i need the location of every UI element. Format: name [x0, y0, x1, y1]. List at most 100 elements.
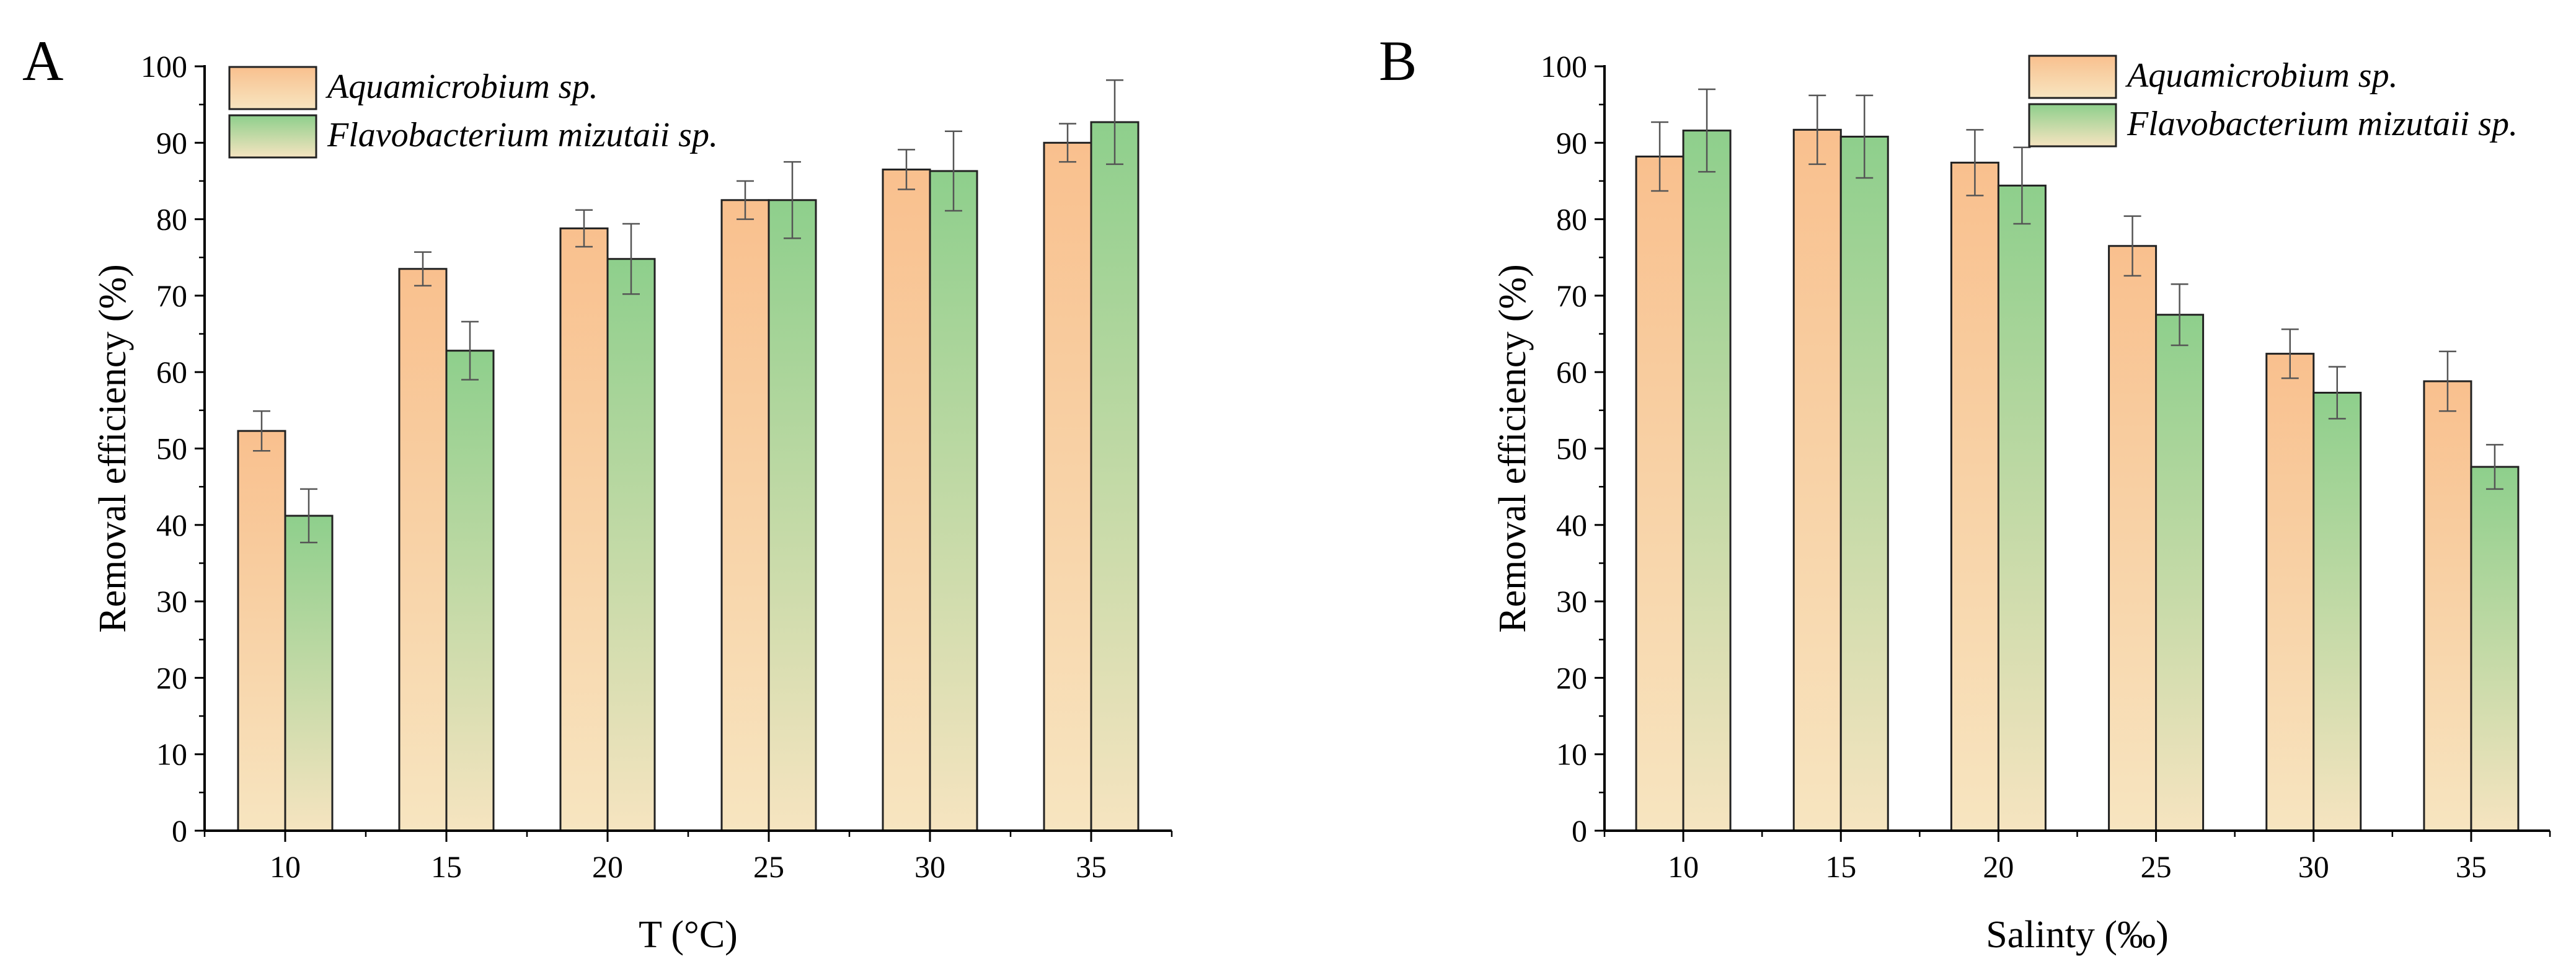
- panel-label-b: B: [1379, 29, 1417, 92]
- legend-a: Aquamicrobium sp. Flavobacterium mizutaii…: [228, 66, 718, 159]
- y-tick-label-a-0: 0: [172, 813, 187, 848]
- legend-swatch-b-series1: [2028, 55, 2117, 99]
- error-bar-b-series1-30: [2281, 328, 2299, 379]
- bar-a-series2-15: [445, 350, 495, 832]
- error-bar-a-series2-20: [622, 223, 640, 295]
- error-bar-a-series2-15: [461, 321, 479, 381]
- y-tick-label-a-60: 60: [156, 355, 187, 389]
- x-tick-label-b-35: 35: [2456, 849, 2487, 884]
- y-tick-label-a-10: 10: [156, 737, 187, 772]
- y-tick-label-b-90: 90: [1556, 125, 1587, 160]
- error-bar-b-series1-10: [1651, 121, 1669, 192]
- y-tick-label-b-50: 50: [1556, 431, 1587, 466]
- error-bar-b-series1-20: [1966, 129, 1984, 197]
- y-tick-label-a-70: 70: [156, 278, 187, 313]
- legend-label-b-series1: Aquamicrobium sp.: [2125, 56, 2398, 95]
- bar-b-series2-15: [1839, 135, 1889, 832]
- error-bar-b-series1-15: [1808, 94, 1826, 166]
- x-tick-label-b-20: 20: [1983, 849, 2014, 884]
- y-tick-label-b-100: 100: [1541, 49, 1587, 84]
- error-bar-a-series2-10: [300, 488, 317, 544]
- panel-label-a: A: [22, 29, 64, 92]
- bar-a-series1-35: [1043, 141, 1092, 832]
- y-tick-label-b-70: 70: [1556, 278, 1587, 313]
- y-tick-label-a-50: 50: [156, 431, 187, 466]
- legend-swatch-b-series2: [2028, 103, 2117, 148]
- error-bar-a-series2-25: [784, 161, 801, 239]
- error-bar-a-series1-25: [737, 180, 754, 220]
- error-bar-a-series1-35: [1059, 123, 1076, 163]
- bar-b-series1-10: [1635, 155, 1684, 832]
- y-tick-label-b-20: 20: [1556, 660, 1587, 695]
- bar-b-series1-35: [2423, 380, 2472, 832]
- bar-a-series1-30: [882, 168, 931, 832]
- x-axis-title-a: T (°C): [639, 914, 738, 956]
- y-tick-label-a-90: 90: [156, 125, 187, 160]
- x-tick-label-a-30: 30: [914, 849, 945, 884]
- y-tick-label-b-60: 60: [1556, 355, 1587, 389]
- bar-a-series1-25: [720, 199, 770, 832]
- error-bar-b-series1-25: [2123, 215, 2141, 277]
- legend-b: Aquamicrobium sp. Flavobacterium mizutaii…: [2028, 55, 2518, 148]
- bar-b-series1-20: [1950, 161, 1999, 832]
- bar-b-series2-35: [2470, 466, 2520, 832]
- error-bar-a-series2-30: [945, 130, 962, 212]
- x-tick-label-a-15: 15: [431, 849, 462, 884]
- x-tick-label-a-10: 10: [270, 849, 301, 884]
- x-tick-label-b-30: 30: [2298, 849, 2329, 884]
- chart-panel-a: A 0 10 20 30 40 50 60 70 80 90 100 10 15 20 25 30 35 T (°…: [22, 29, 1173, 956]
- y-axis-title-b: Removal efficiency (%): [1492, 264, 1534, 632]
- bar-b-series2-30: [2313, 391, 2362, 832]
- y-tick-label-a-30: 30: [156, 584, 187, 619]
- error-bar-b-series2-20: [2013, 146, 2031, 225]
- legend-swatch-a-series1: [228, 66, 317, 110]
- y-tick-label-a-40: 40: [156, 508, 187, 542]
- y-tick-label-b-40: 40: [1556, 508, 1587, 542]
- bar-b-series1-30: [2265, 353, 2315, 832]
- error-bar-a-series1-15: [414, 251, 432, 287]
- bar-a-series2-30: [929, 170, 978, 832]
- error-bar-b-series2-35: [2485, 444, 2503, 490]
- legend-label-a-series1: Aquamicrobium sp.: [325, 68, 598, 106]
- bar-a-series2-10: [284, 515, 334, 832]
- error-bar-b-series2-30: [2328, 366, 2346, 420]
- x-tick-label-b-25: 25: [2141, 849, 2172, 884]
- error-bar-a-series1-10: [253, 410, 270, 452]
- bar-b-series1-25: [2108, 245, 2158, 832]
- bar-b-series2-20: [1997, 184, 2047, 832]
- chart-a-svg: 0 10 20 30 40 50 60 70 80 90 100 10 15 20 25 30 35 T (°C)…: [92, 49, 1173, 956]
- legend-label-b-series2: Flavobacterium mizutaii sp.: [2127, 105, 2518, 143]
- bar-b-series2-25: [2155, 314, 2205, 832]
- x-tick-label-a-25: 25: [753, 849, 784, 884]
- y-tick-label-b-30: 30: [1556, 584, 1587, 619]
- chart-panel-b: B 0 10 20 30 40 50 60 70 80 90 100 10 15 20 25 30 35 Sali…: [1288, 0, 2576, 977]
- bar-a-series2-35: [1090, 121, 1140, 832]
- error-bar-b-series1-35: [2438, 350, 2456, 412]
- error-bar-b-series2-10: [1698, 88, 1716, 173]
- error-bar-b-series2-15: [1856, 94, 1874, 179]
- y-axis-title-a: Removal efficiency (%): [92, 264, 134, 632]
- y-tick-label-b-80: 80: [1556, 202, 1587, 237]
- legend-label-a-series2: Flavobacterium mizutaii sp.: [327, 116, 718, 154]
- y-tick-label-a-80: 80: [156, 202, 187, 237]
- y-tick-label-a-100: 100: [141, 49, 187, 84]
- error-bar-a-series1-30: [898, 149, 915, 190]
- chart-b-svg: 0 10 20 30 40 50 60 70 80 90 100 10 15 20 25 30 35 Salint…: [1492, 49, 2551, 956]
- x-tick-label-b-10: 10: [1668, 849, 1699, 884]
- bar-b-series2-10: [1682, 130, 1732, 832]
- x-axis-title-b: Salinty (‰): [1986, 914, 2168, 956]
- bar-a-series1-10: [237, 430, 286, 832]
- bar-a-series1-15: [398, 268, 448, 832]
- y-tick-label-a-20: 20: [156, 660, 187, 695]
- bar-a-series2-20: [606, 258, 656, 832]
- x-tick-label-a-20: 20: [592, 849, 623, 884]
- y-tick-label-b-0: 0: [1572, 813, 1587, 848]
- y-tick-label-b-10: 10: [1556, 737, 1587, 772]
- bar-a-series1-20: [559, 227, 609, 832]
- x-tick-label-a-35: 35: [1076, 849, 1107, 884]
- x-tick-label-b-15: 15: [1825, 849, 1856, 884]
- bar-b-series1-15: [1792, 128, 1842, 832]
- bar-a-series2-25: [768, 199, 817, 832]
- legend-swatch-a-series2: [228, 114, 317, 159]
- error-bar-b-series2-25: [2171, 283, 2189, 347]
